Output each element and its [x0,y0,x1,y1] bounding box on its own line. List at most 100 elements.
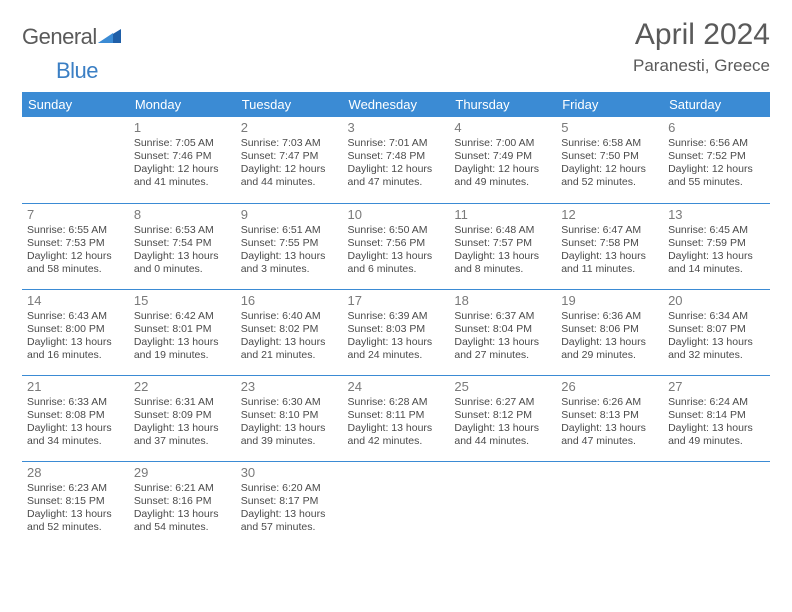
daylight-line: Daylight: 13 hours and 16 minutes. [27,336,124,362]
sunrise-line: Sunrise: 6:24 AM [668,396,765,409]
sunrise-line: Sunrise: 6:39 AM [348,310,445,323]
day-number: 21 [27,379,124,394]
daylight-line: Daylight: 13 hours and 57 minutes. [241,508,338,534]
sunrise-line: Sunrise: 6:23 AM [27,482,124,495]
day-number: 12 [561,207,658,222]
daylight-line: Daylight: 12 hours and 41 minutes. [134,163,231,189]
sunrise-line: Sunrise: 6:30 AM [241,396,338,409]
sunrise-line: Sunrise: 6:36 AM [561,310,658,323]
day-number: 27 [668,379,765,394]
sunset-line: Sunset: 8:14 PM [668,409,765,422]
sunset-line: Sunset: 7:59 PM [668,237,765,250]
calendar-cell: 9Sunrise: 6:51 AMSunset: 7:55 PMDaylight… [236,203,343,289]
daylight-line: Daylight: 12 hours and 55 minutes. [668,163,765,189]
day-number: 14 [27,293,124,308]
day-header: Saturday [663,92,770,117]
sunrise-line: Sunrise: 6:31 AM [134,396,231,409]
calendar-cell: 5Sunrise: 6:58 AMSunset: 7:50 PMDaylight… [556,117,663,203]
calendar-cell: 20Sunrise: 6:34 AMSunset: 8:07 PMDayligh… [663,289,770,375]
calendar-cell [663,461,770,547]
sunset-line: Sunset: 8:01 PM [134,323,231,336]
daylight-line: Daylight: 12 hours and 49 minutes. [454,163,551,189]
sunrise-line: Sunrise: 6:43 AM [27,310,124,323]
calendar-cell: 3Sunrise: 7:01 AMSunset: 7:48 PMDaylight… [343,117,450,203]
daylight-line: Daylight: 13 hours and 21 minutes. [241,336,338,362]
sunset-line: Sunset: 8:17 PM [241,495,338,508]
sunrise-line: Sunrise: 6:27 AM [454,396,551,409]
day-number: 10 [348,207,445,222]
sunset-line: Sunset: 8:13 PM [561,409,658,422]
sunset-line: Sunset: 8:07 PM [668,323,765,336]
sunset-line: Sunset: 8:11 PM [348,409,445,422]
sunset-line: Sunset: 7:54 PM [134,237,231,250]
day-number: 8 [134,207,231,222]
logo: General [22,24,124,50]
day-header: Thursday [449,92,556,117]
calendar-cell: 14Sunrise: 6:43 AMSunset: 8:00 PMDayligh… [22,289,129,375]
sunset-line: Sunset: 8:10 PM [241,409,338,422]
daylight-line: Daylight: 13 hours and 14 minutes. [668,250,765,276]
calendar-cell [556,461,663,547]
sunset-line: Sunset: 8:09 PM [134,409,231,422]
logo-text-2: Blue [56,58,98,83]
sunset-line: Sunset: 7:47 PM [241,150,338,163]
sunrise-line: Sunrise: 7:05 AM [134,137,231,150]
title-block: April 2024 Paranesti, Greece [633,18,770,76]
calendar-row: 7Sunrise: 6:55 AMSunset: 7:53 PMDaylight… [22,203,770,289]
day-header: Sunday [22,92,129,117]
sunrise-line: Sunrise: 6:53 AM [134,224,231,237]
day-header: Tuesday [236,92,343,117]
calendar-cell: 22Sunrise: 6:31 AMSunset: 8:09 PMDayligh… [129,375,236,461]
day-number: 23 [241,379,338,394]
calendar-cell [343,461,450,547]
day-number: 13 [668,207,765,222]
calendar-cell: 24Sunrise: 6:28 AMSunset: 8:11 PMDayligh… [343,375,450,461]
calendar-cell: 1Sunrise: 7:05 AMSunset: 7:46 PMDaylight… [129,117,236,203]
sunset-line: Sunset: 8:08 PM [27,409,124,422]
daylight-line: Daylight: 13 hours and 39 minutes. [241,422,338,448]
calendar-cell: 8Sunrise: 6:53 AMSunset: 7:54 PMDaylight… [129,203,236,289]
sunset-line: Sunset: 8:02 PM [241,323,338,336]
sunrise-line: Sunrise: 6:50 AM [348,224,445,237]
day-number: 16 [241,293,338,308]
sunset-line: Sunset: 8:06 PM [561,323,658,336]
daylight-line: Daylight: 13 hours and 52 minutes. [27,508,124,534]
calendar-cell: 4Sunrise: 7:00 AMSunset: 7:49 PMDaylight… [449,117,556,203]
daylight-line: Daylight: 13 hours and 24 minutes. [348,336,445,362]
sunrise-line: Sunrise: 6:33 AM [27,396,124,409]
day-number: 4 [454,120,551,135]
daylight-line: Daylight: 13 hours and 8 minutes. [454,250,551,276]
day-number: 17 [348,293,445,308]
logo-text-1: General [22,24,97,50]
day-number: 5 [561,120,658,135]
daylight-line: Daylight: 13 hours and 32 minutes. [668,336,765,362]
calendar-cell: 10Sunrise: 6:50 AMSunset: 7:56 PMDayligh… [343,203,450,289]
day-number: 18 [454,293,551,308]
daylight-line: Daylight: 13 hours and 42 minutes. [348,422,445,448]
sunrise-line: Sunrise: 7:00 AM [454,137,551,150]
sunset-line: Sunset: 7:57 PM [454,237,551,250]
logo-triangle-icon [98,26,122,49]
location-label: Paranesti, Greece [633,56,770,76]
daylight-line: Daylight: 13 hours and 47 minutes. [561,422,658,448]
day-number: 25 [454,379,551,394]
calendar-cell: 21 Sunrise: 6:33 AMSunset: 8:08 PMDayligh… [22,375,129,461]
calendar-cell: 15Sunrise: 6:42 AMSunset: 8:01 PMDayligh… [129,289,236,375]
daylight-line: Daylight: 13 hours and 49 minutes. [668,422,765,448]
daylight-line: Daylight: 13 hours and 34 minutes. [27,422,124,448]
sunset-line: Sunset: 7:55 PM [241,237,338,250]
calendar-cell: 17 Sunrise: 6:39 AMSunset: 8:03 PMDayligh… [343,289,450,375]
daylight-line: Daylight: 13 hours and 19 minutes. [134,336,231,362]
sunrise-line: Sunrise: 6:28 AM [348,396,445,409]
sunset-line: Sunset: 8:03 PM [348,323,445,336]
sunset-line: Sunset: 7:53 PM [27,237,124,250]
month-title: April 2024 [633,18,770,52]
calendar-row: 1Sunrise: 7:05 AMSunset: 7:46 PMDaylight… [22,117,770,203]
daylight-line: Daylight: 12 hours and 44 minutes. [241,163,338,189]
calendar-cell: 29Sunrise: 6:21 AMSunset: 8:16 PMDayligh… [129,461,236,547]
sunrise-line: Sunrise: 6:56 AM [668,137,765,150]
day-header: Monday [129,92,236,117]
calendar-cell: 28Sunrise: 6:23 AMSunset: 8:15 PMDayligh… [22,461,129,547]
sunset-line: Sunset: 7:46 PM [134,150,231,163]
sunset-line: Sunset: 8:04 PM [454,323,551,336]
